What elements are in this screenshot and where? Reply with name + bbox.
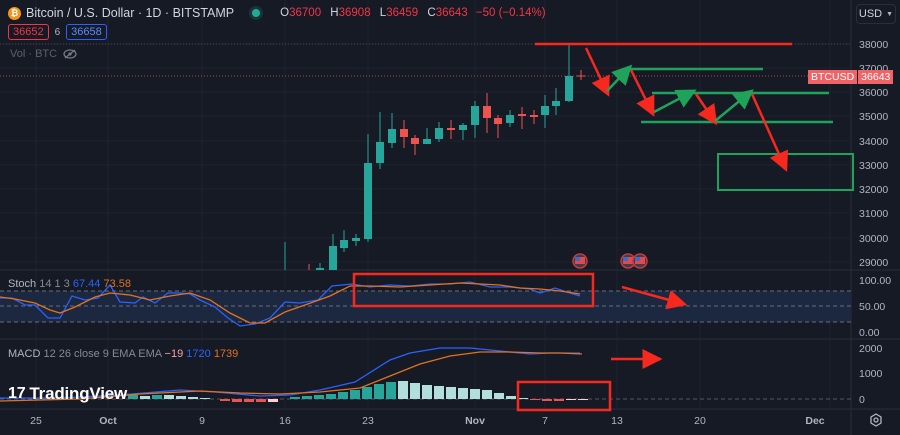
spread-value: 6 (54, 26, 61, 38)
svg-text:23: 23 (362, 415, 374, 427)
svg-text:Oct: Oct (99, 415, 117, 427)
svg-text:50.00: 50.00 (859, 301, 885, 313)
settings-gear-icon[interactable] (869, 413, 883, 427)
volume-legend: Vol · BTC (10, 48, 77, 60)
brand-name: TradingView (29, 384, 128, 403)
currency-label: USD (858, 8, 883, 20)
svg-text:30000: 30000 (859, 233, 888, 245)
stoch-legend[interactable]: Stoch 14 1 3 67.44 73.58 (8, 278, 131, 290)
drawing-annotations[interactable] (535, 42, 854, 191)
svg-text:7: 7 (542, 415, 548, 427)
svg-text:Nov: Nov (465, 415, 485, 427)
last-price-tag: BTCUSD 36643 (808, 70, 894, 84)
svg-text:32000: 32000 (859, 184, 888, 196)
market-status-dot-icon[interactable] (252, 9, 261, 17)
price-axis[interactable]: 38000 36000 35000 34000 33000 32000 31000 300… (859, 39, 891, 406)
stoch-highlight-box[interactable] (352, 272, 595, 308)
macd-histogram (128, 381, 588, 402)
svg-text:34000: 34000 (859, 136, 888, 148)
trade-buttons: 36652 6 36658 (8, 24, 107, 40)
sell-button[interactable]: 36652 (8, 24, 49, 40)
price-tag-value: 36643 (858, 70, 894, 84)
economic-event-us-flag[interactable] (632, 253, 648, 269)
symbol-title[interactable]: Bitcoin / U.S. Dollar · 1D · BITSTAMP (26, 6, 235, 20)
price-tag-symbol: BTCUSD (808, 70, 858, 84)
svg-text:38000: 38000 (859, 39, 888, 51)
stoch-down-arrow[interactable] (621, 285, 688, 310)
svg-text:16: 16 (279, 415, 291, 427)
svg-text:0.00: 0.00 (859, 327, 880, 339)
candlesticks[interactable] (284, 45, 585, 270)
svg-text:35000: 35000 (859, 111, 888, 123)
bitcoin-logo-icon: ₿ (8, 6, 21, 20)
svg-text:Dec: Dec (805, 415, 824, 427)
svg-text:36000: 36000 (859, 87, 888, 99)
svg-text:25: 25 (30, 415, 42, 427)
economic-event-us-flag[interactable] (572, 253, 588, 269)
svg-text:13: 13 (611, 415, 623, 427)
buy-button[interactable]: 36658 (66, 24, 107, 40)
time-axis[interactable]: 25 Oct 9 16 23 Nov 7 13 20 Dec (30, 415, 825, 427)
svg-text:31000: 31000 (859, 208, 888, 220)
macd-highlight-box[interactable] (516, 380, 612, 412)
svg-text:9: 9 (199, 415, 205, 427)
macd-legend[interactable]: MACD 12 26 close 9 EMA EMA −19 1720 1739 (8, 348, 239, 360)
tradingview-mark-icon: 17 (8, 385, 26, 402)
svg-text:2000: 2000 (859, 343, 883, 355)
svg-text:29000: 29000 (859, 257, 888, 269)
svg-text:33000: 33000 (859, 160, 888, 172)
eye-hidden-icon[interactable] (63, 49, 77, 59)
svg-text:20: 20 (694, 415, 706, 427)
stoch-d-line (0, 282, 581, 324)
chevron-down-icon: ▼ (886, 10, 894, 18)
ohlc-values: O36700 H36908 L36459 C36643 −50 (−0.14%) (280, 7, 546, 19)
symbol-header: ₿ Bitcoin / U.S. Dollar · 1D · BITSTAMP … (8, 6, 546, 20)
svg-text:100.00: 100.00 (859, 275, 891, 287)
tradingview-logo[interactable]: 17 TradingView (8, 384, 127, 404)
macd-signal-line (0, 351, 583, 402)
currency-selector[interactable]: USD ▼ (856, 4, 896, 24)
volume-label: Vol · BTC (10, 48, 58, 60)
svg-text:0: 0 (859, 394, 865, 406)
svg-text:1000: 1000 (859, 368, 883, 380)
